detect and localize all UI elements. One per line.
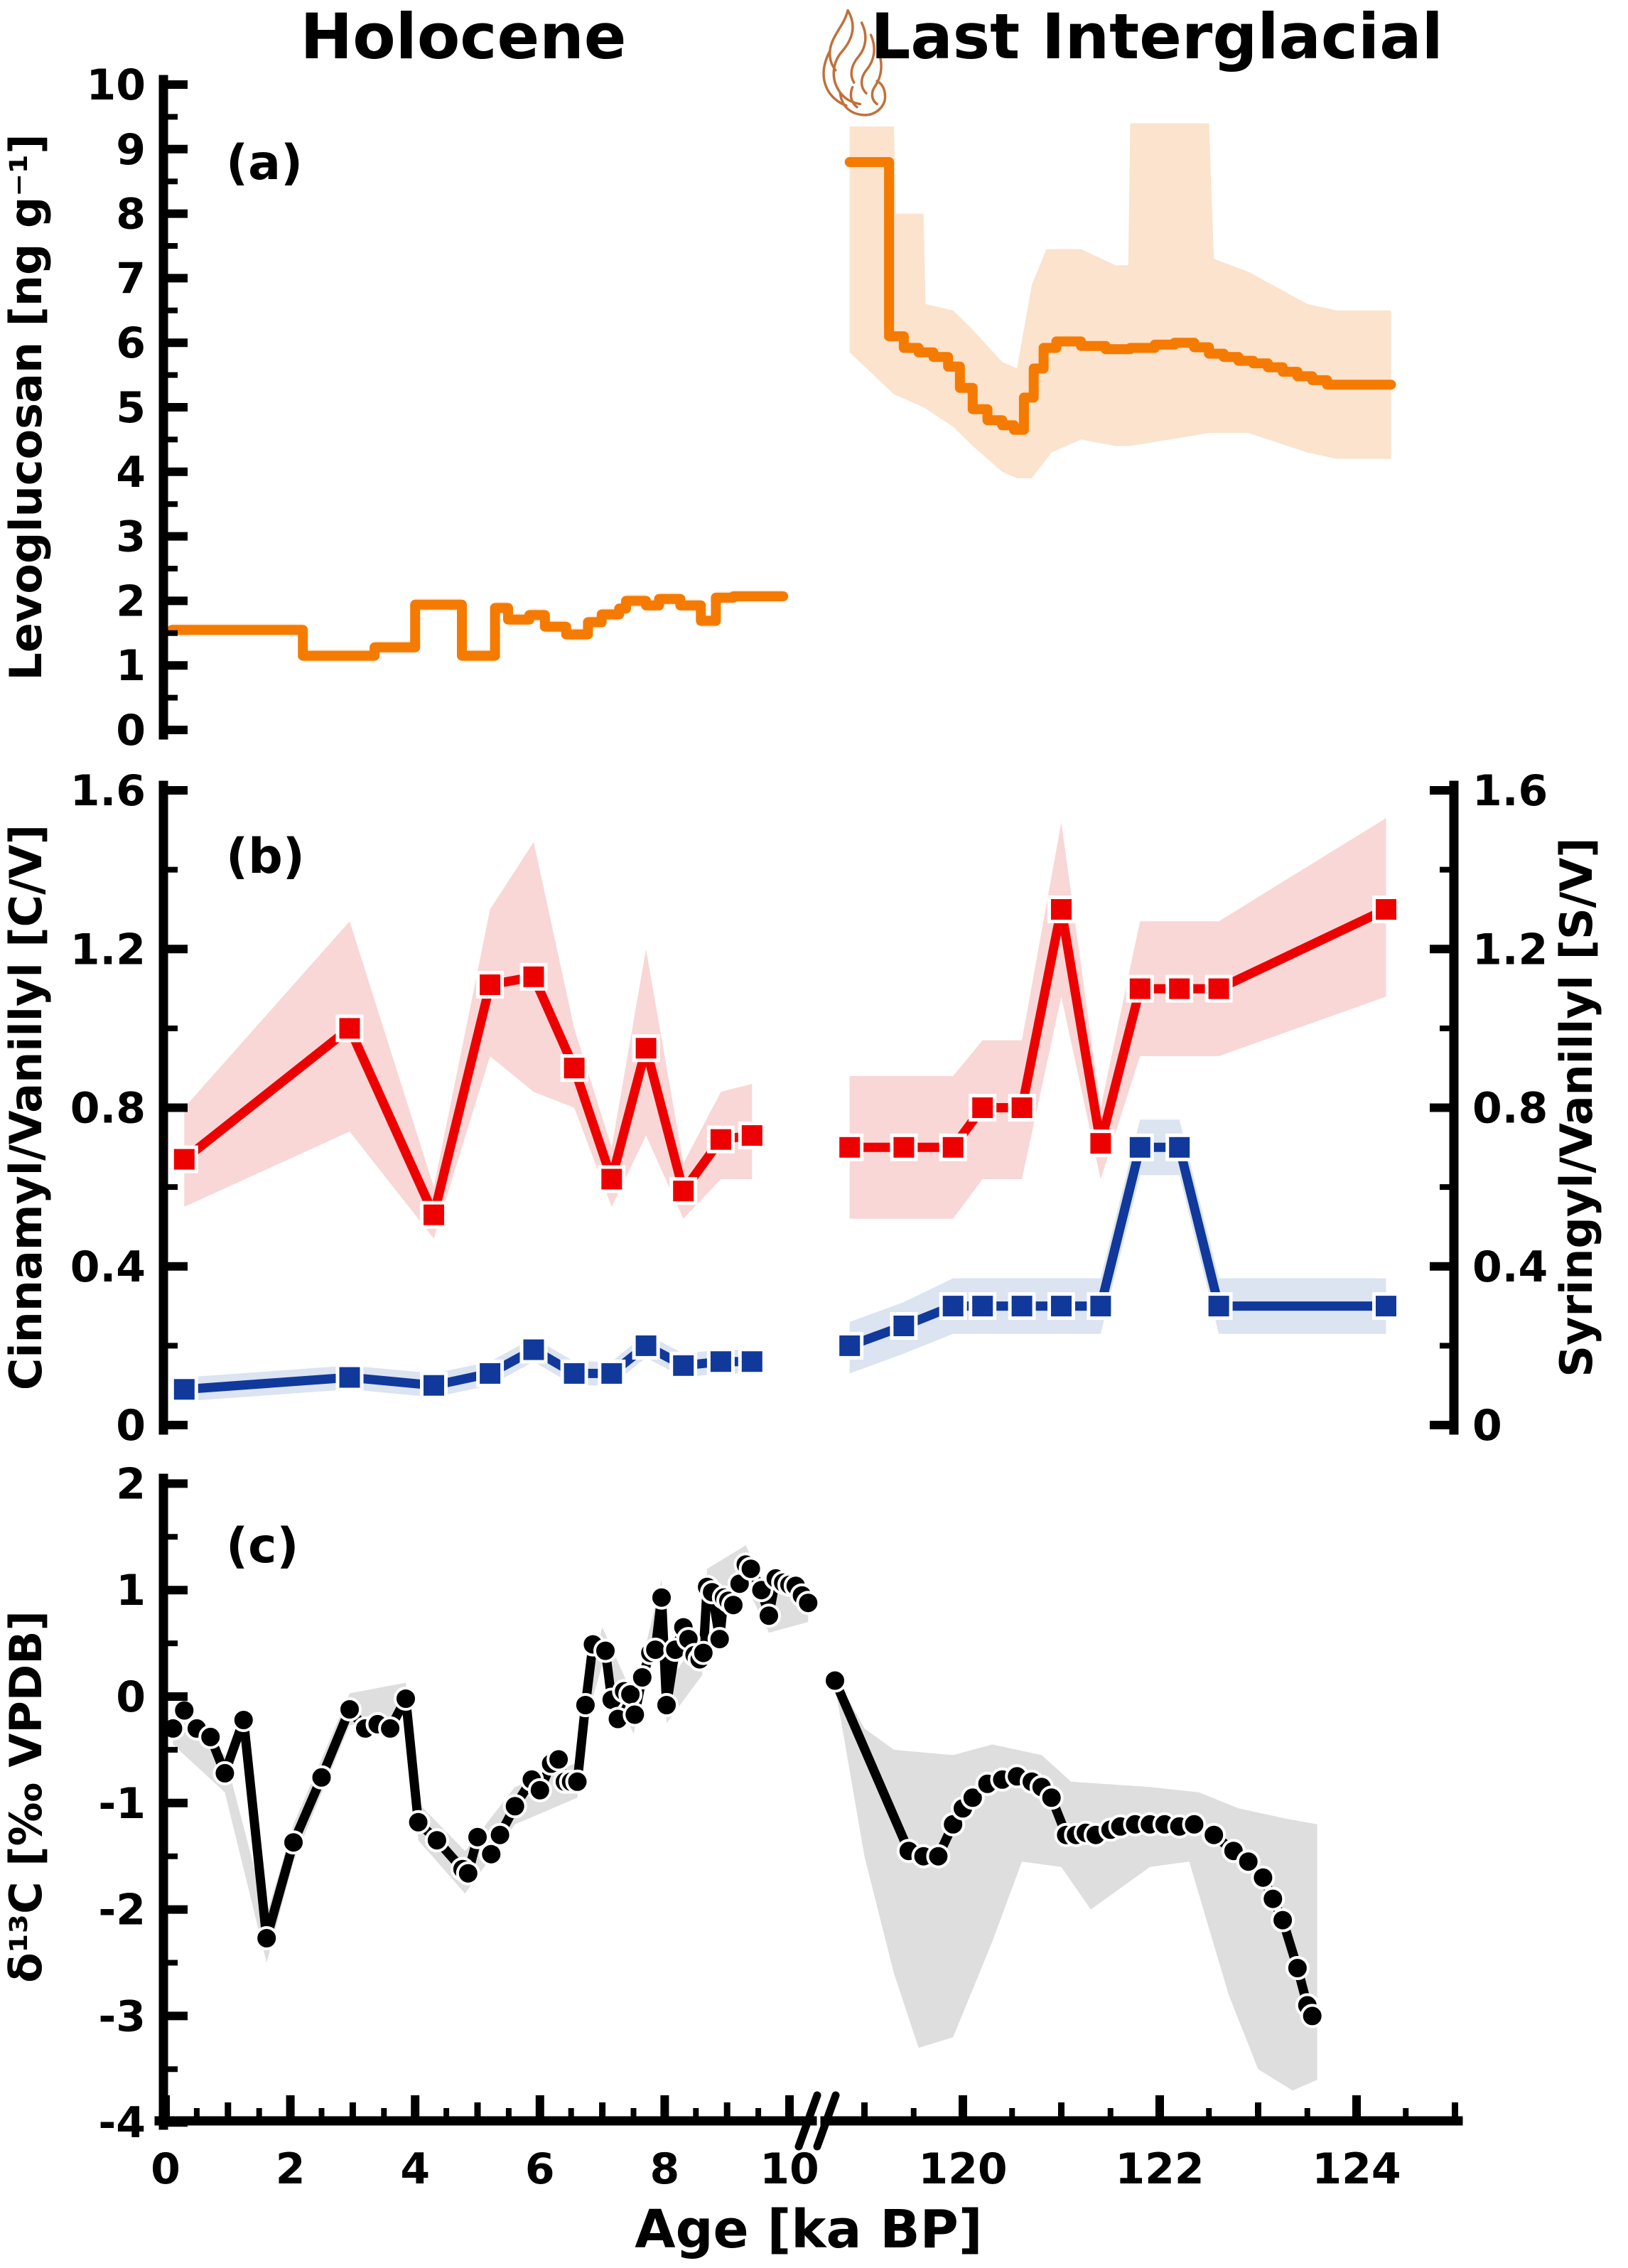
sv-red-lig-band — [849, 818, 1386, 1219]
tick-label: 0 — [116, 1401, 146, 1451]
panel-c-series — [161, 1552, 1325, 2028]
levoglucosan-lig-line — [844, 157, 1396, 435]
levoglucosan-lig-band — [849, 123, 1391, 478]
panel-a-bands — [171, 123, 1391, 662]
tick-label: 6 — [116, 318, 146, 368]
tick-label: 1 — [116, 641, 146, 691]
tick-label: 0.8 — [1472, 1084, 1548, 1134]
axis-ticks: 01234567891000.40.81.21.600.40.81.21.621… — [70, 60, 1548, 2194]
tick-label: 3 — [116, 512, 146, 562]
levoglucosan-holocene-line — [166, 591, 789, 661]
cv-blue-lig-markers — [836, 1133, 1400, 1360]
tick-label: 2 — [116, 1459, 146, 1509]
tick-label: 0 — [116, 706, 146, 756]
tick-label: 10 — [87, 60, 146, 110]
holocene-title: Holocene — [301, 0, 627, 73]
tick-label: 2 — [116, 576, 146, 626]
d13c-lig-band — [835, 1675, 1317, 2091]
cv-blue-holocene-markers — [170, 1331, 766, 1404]
x-tick-label: 122 — [1115, 2144, 1204, 2194]
tick-label: 0.8 — [70, 1084, 146, 1134]
tick-label: 1.6 — [1472, 766, 1548, 816]
tick-label: 0.4 — [70, 1242, 146, 1292]
x-tick-label: 10 — [760, 2144, 819, 2194]
x-tick-label: 0 — [151, 2144, 180, 2194]
x-tick-label: 6 — [525, 2144, 555, 2194]
tick-label: 8 — [116, 190, 146, 240]
tick-label: -3 — [98, 1992, 146, 2041]
tick-label: 1.2 — [1472, 925, 1548, 974]
sv-axis-title: Syringyl/Vanillyl [S/V] — [1551, 837, 1602, 1377]
panel-a-series — [166, 157, 1396, 661]
x-axis-title: Age [ka BP] — [635, 2199, 982, 2260]
tick-label: 0 — [116, 1672, 146, 1722]
fire-icon — [822, 9, 887, 117]
tick-label: -2 — [98, 1886, 146, 1935]
x-tick-label: 2 — [276, 2144, 306, 2194]
d13c-holocene-line — [168, 1559, 813, 1943]
tick-label: 1.2 — [70, 925, 146, 974]
sv-red-holocene-band — [184, 842, 753, 1239]
x-tick-label: 124 — [1312, 2144, 1401, 2194]
d13c-holocene-markers — [161, 1552, 821, 1950]
panel-b-series — [170, 896, 1400, 1404]
d13c-lig-markers — [823, 1668, 1325, 2028]
tick-label: 4 — [116, 448, 146, 498]
tick-label: 1.6 — [70, 766, 146, 816]
panel-b-letter: (b) — [226, 829, 305, 885]
sv-red-lig-markers — [836, 896, 1400, 1161]
panel-a-letter: (a) — [226, 135, 303, 191]
axis-break-icon — [794, 2091, 840, 2151]
cv-blue-holocene-band — [184, 1333, 753, 1402]
tick-label: 0 — [1472, 1401, 1502, 1451]
tick-label: 5 — [116, 383, 146, 433]
d13c-axis-title: δ¹³C [‰ VPDB] — [0, 1611, 52, 1983]
x-tick-label: 4 — [400, 2144, 430, 2194]
tick-label: 9 — [116, 125, 146, 175]
panel-c-letter: (c) — [226, 1518, 298, 1574]
last-interglacial-title: Last Interglacial — [870, 0, 1443, 73]
tick-label: -1 — [98, 1779, 146, 1829]
tick-label: 0.4 — [1472, 1242, 1548, 1292]
cv-axis-title: Cinnamyl/Vanillyl [C/V] — [0, 824, 52, 1390]
sv-red-holocene-markers — [170, 962, 766, 1229]
tick-label: 1 — [116, 1566, 146, 1616]
levoglucosan-axis-title: Levoglucosan [ng g⁻¹] — [0, 134, 52, 680]
tick-label: -4 — [98, 2098, 146, 2148]
x-tick-label: 8 — [650, 2144, 680, 2194]
tick-label: 7 — [116, 254, 146, 303]
x-tick-label: 120 — [918, 2144, 1007, 2194]
